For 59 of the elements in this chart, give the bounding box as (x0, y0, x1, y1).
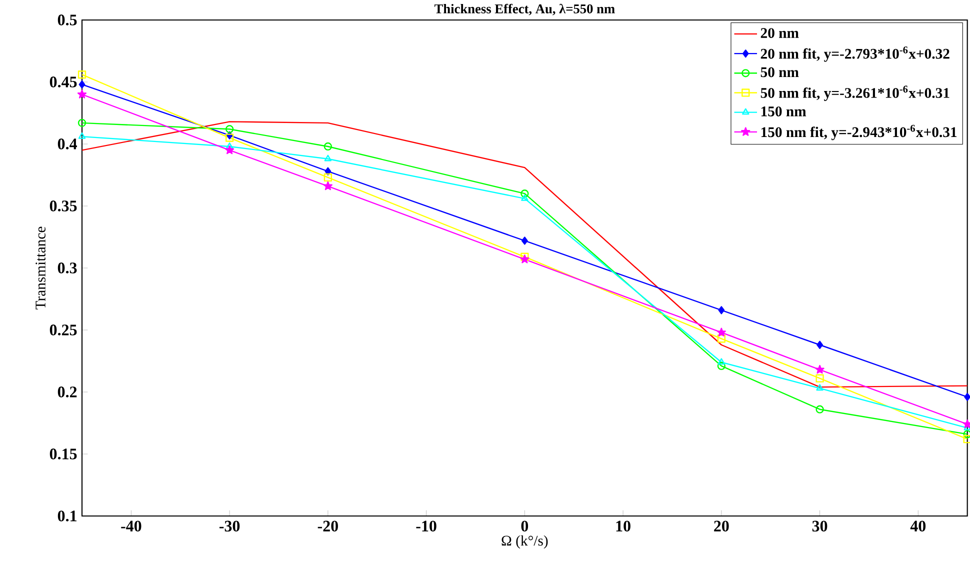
y-axis-title: Transmittance (36, 226, 46, 310)
x-tick-label: -30 (219, 520, 240, 532)
x-tick-label: 20 (714, 520, 729, 532)
legend-label: 50 nm (760, 67, 799, 78)
line-series (82, 121, 968, 388)
x-tick-label: 40 (910, 520, 926, 532)
legend-label: 50 nm fit, y=-3.261*10$^{-6}$x+0.31 (760, 86, 950, 101)
y-tick-label: 0.15 (50, 448, 77, 460)
point (718, 306, 725, 314)
point (324, 142, 332, 151)
x-tick-label: -20 (318, 520, 338, 532)
point (78, 132, 86, 139)
y-tick-label: 0.25 (50, 324, 77, 336)
point (963, 430, 970, 438)
x-tick-label: -40 (121, 520, 142, 532)
point (520, 190, 529, 198)
point (324, 167, 332, 176)
point (816, 405, 824, 414)
chart-title: Thickness Effect, Au, λ=550 nm (434, 4, 615, 16)
y-tick-label: 0.1 (58, 510, 76, 522)
point (815, 364, 824, 374)
point (716, 328, 726, 336)
point (78, 118, 86, 127)
point (324, 173, 332, 182)
legend-label: 20 nm (760, 28, 799, 38)
x-axis-title: Ω (k°/s) (502, 535, 548, 549)
point (77, 90, 87, 98)
point (963, 435, 970, 444)
point (718, 358, 726, 365)
y-tick-label: 0.35 (50, 200, 77, 212)
point (226, 142, 234, 149)
point (520, 254, 530, 264)
x-tick-label: 30 (812, 520, 828, 532)
y-tick-label: 0.5 (58, 14, 77, 26)
y-tick-label: 0.2 (58, 386, 77, 398)
point (717, 334, 726, 343)
point (324, 154, 332, 162)
y-tick-label: 0.45 (50, 76, 77, 88)
point (520, 252, 529, 261)
point (816, 340, 823, 349)
x-tick-label: -10 (416, 520, 436, 532)
point (225, 134, 234, 142)
x-tick-label: 10 (616, 520, 630, 532)
point (717, 362, 726, 370)
point (816, 374, 824, 382)
point (323, 181, 332, 190)
legend-label: 20 nm fit, y=-2.793*10$^{-6}$x+0.32 (760, 46, 950, 62)
point (78, 70, 86, 79)
point (225, 145, 234, 154)
legend-label: 150 nm fit, y=-2.943*10$^{-6}$x+0.31 (761, 124, 957, 140)
point (521, 194, 528, 201)
point (78, 80, 86, 89)
y-tick-label: 0.4 (58, 138, 77, 150)
x-tick-label: 0 (521, 520, 528, 532)
y-tick-label: 0.3 (58, 262, 77, 274)
point (521, 236, 528, 245)
legend-label: 150 nm (761, 106, 806, 116)
point (225, 125, 234, 134)
point (816, 384, 824, 391)
